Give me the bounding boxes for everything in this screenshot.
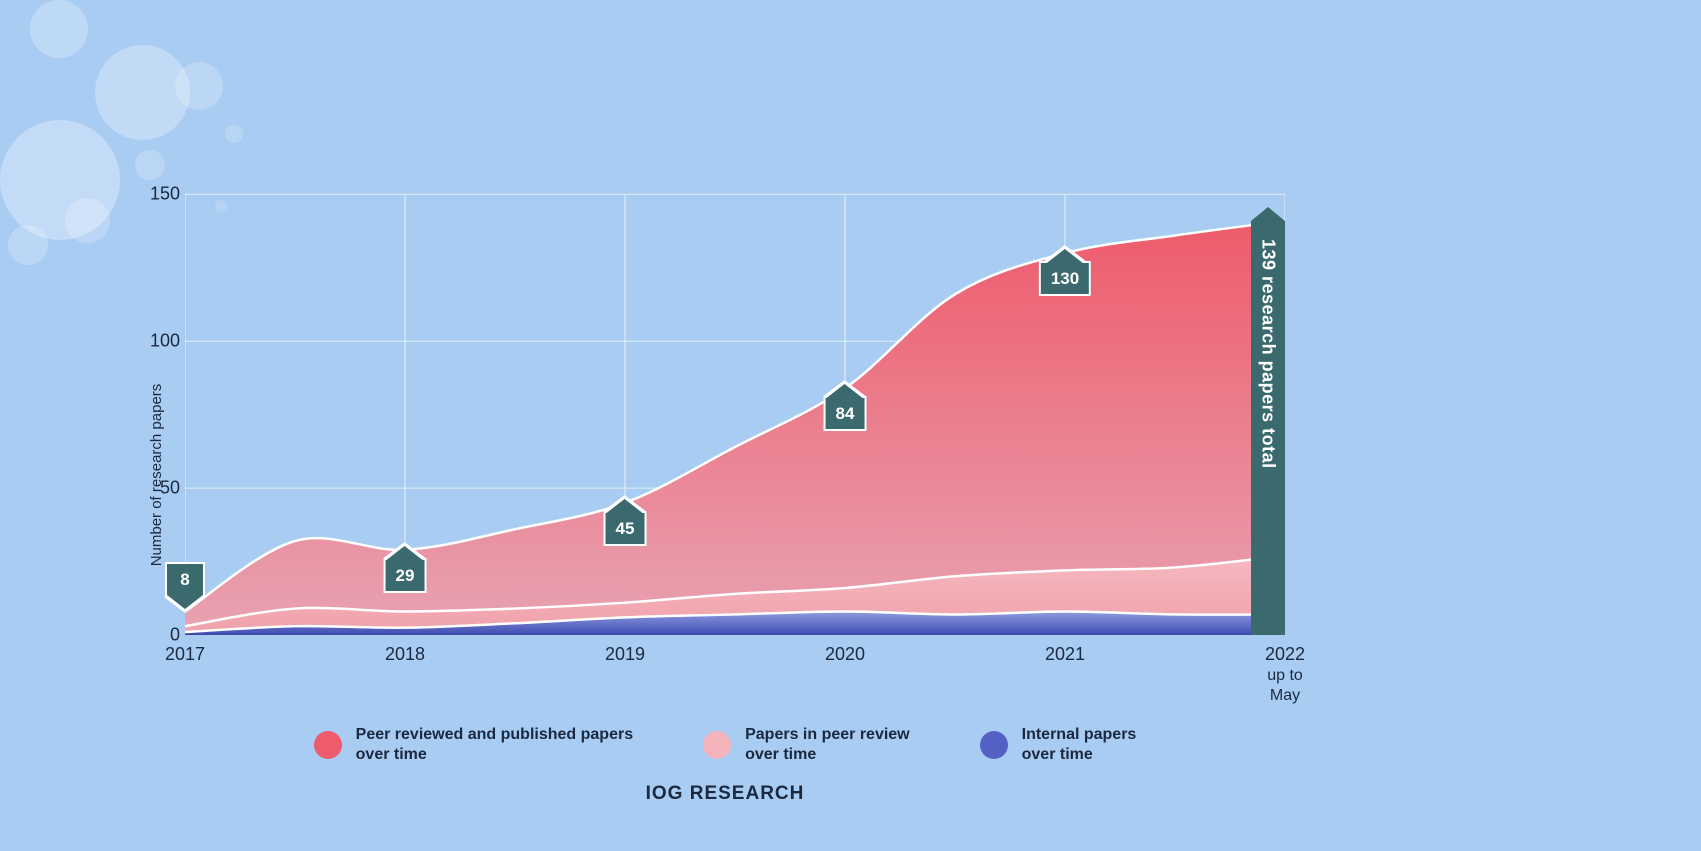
total-bar: 139 research papers total [1251, 221, 1285, 635]
chart-container: Number of research papers 050100150 139 … [115, 165, 1335, 785]
bubble [30, 0, 88, 58]
legend-label: Papers in peer reviewover time [745, 725, 910, 765]
legend-swatch [314, 731, 342, 759]
bubble [225, 125, 243, 143]
chart-title: IOG RESEARCH [115, 783, 1335, 805]
legend-swatch [703, 731, 731, 759]
legend-label: Peer reviewed and published papersover t… [356, 725, 633, 765]
y-tick: 50 [135, 478, 180, 499]
data-marker-label: 29 [384, 558, 427, 593]
data-marker-label: 8 [165, 562, 205, 597]
data-marker-label: 130 [1039, 261, 1091, 296]
data-marker: 29 [384, 558, 427, 593]
legend-swatch [980, 731, 1008, 759]
chart-svg [185, 165, 1285, 635]
x-tick: 2017 [165, 643, 205, 666]
data-marker: 130 [1039, 261, 1091, 296]
x-tick: 2018 [385, 643, 425, 666]
chart-plot-area: 139 research papers total8294584130 [185, 165, 1285, 635]
x-tick: 2021 [1045, 643, 1085, 666]
page-root: Number of research papers 050100150 139 … [0, 0, 1701, 851]
legend-item: Papers in peer reviewover time [703, 725, 910, 765]
data-marker: 84 [824, 396, 867, 431]
x-tick: 2019 [605, 643, 645, 666]
x-tick: 2022up toMay [1265, 643, 1305, 706]
data-marker: 8 [165, 562, 205, 597]
legend-item: Internal papersover time [980, 725, 1137, 765]
chart-legend: Peer reviewed and published papersover t… [115, 725, 1335, 765]
bubble [65, 198, 110, 243]
bubble [8, 225, 48, 265]
legend-item: Peer reviewed and published papersover t… [314, 725, 633, 765]
y-tick: 150 [135, 184, 180, 205]
data-marker-label: 84 [824, 396, 867, 431]
legend-label: Internal papersover time [1022, 725, 1137, 765]
x-tick: 2020 [825, 643, 865, 666]
y-tick: 100 [135, 331, 180, 352]
data-marker-label: 45 [604, 511, 647, 546]
data-marker: 45 [604, 511, 647, 546]
bubble [175, 62, 223, 110]
